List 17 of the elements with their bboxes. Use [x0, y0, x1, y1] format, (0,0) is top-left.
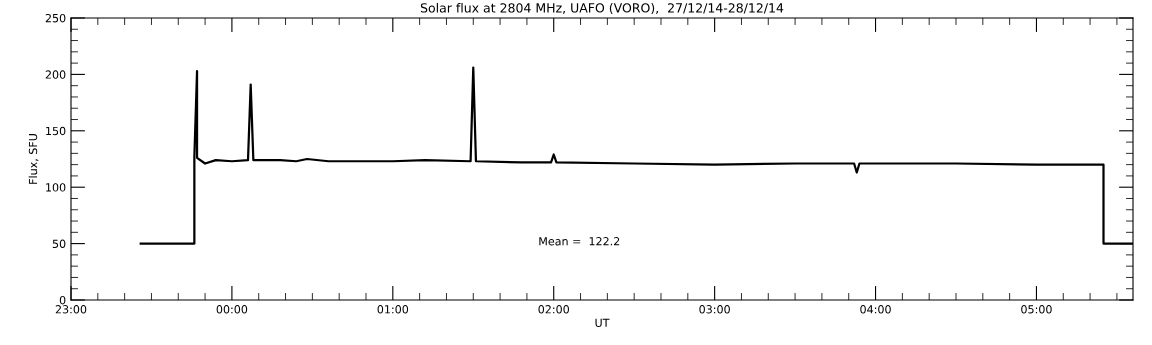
y-tick-label: 250 — [45, 13, 66, 23]
x-tick-label: 03:00 — [699, 305, 730, 314]
x-tick-label: 01:00 — [377, 305, 409, 314]
x-tick-label: 02:00 — [538, 305, 569, 314]
x-tick-label: 04:00 — [860, 305, 891, 314]
x-tick-label: 23:00 — [55, 305, 87, 314]
x-tick-label: 00:00 — [216, 305, 248, 314]
annotation: Mean = 122.2 — [539, 237, 620, 246]
y-tick-label: 200 — [45, 70, 66, 79]
y-tick-label: 100 — [46, 183, 66, 192]
y-axis-title: Flux, SFU — [28, 134, 39, 184]
y-tick-label: 50 — [52, 239, 66, 248]
y-tick-label: 0 — [59, 295, 66, 305]
y-tick-label: 150 — [46, 126, 66, 136]
x-tick-label: 05:00 — [1021, 305, 1052, 314]
chart-title: Solar flux at 2804 MHz, UAFO (VORO), 27/12/14-28/12/14 — [420, 2, 784, 15]
x-axis-title: UT — [595, 318, 610, 327]
